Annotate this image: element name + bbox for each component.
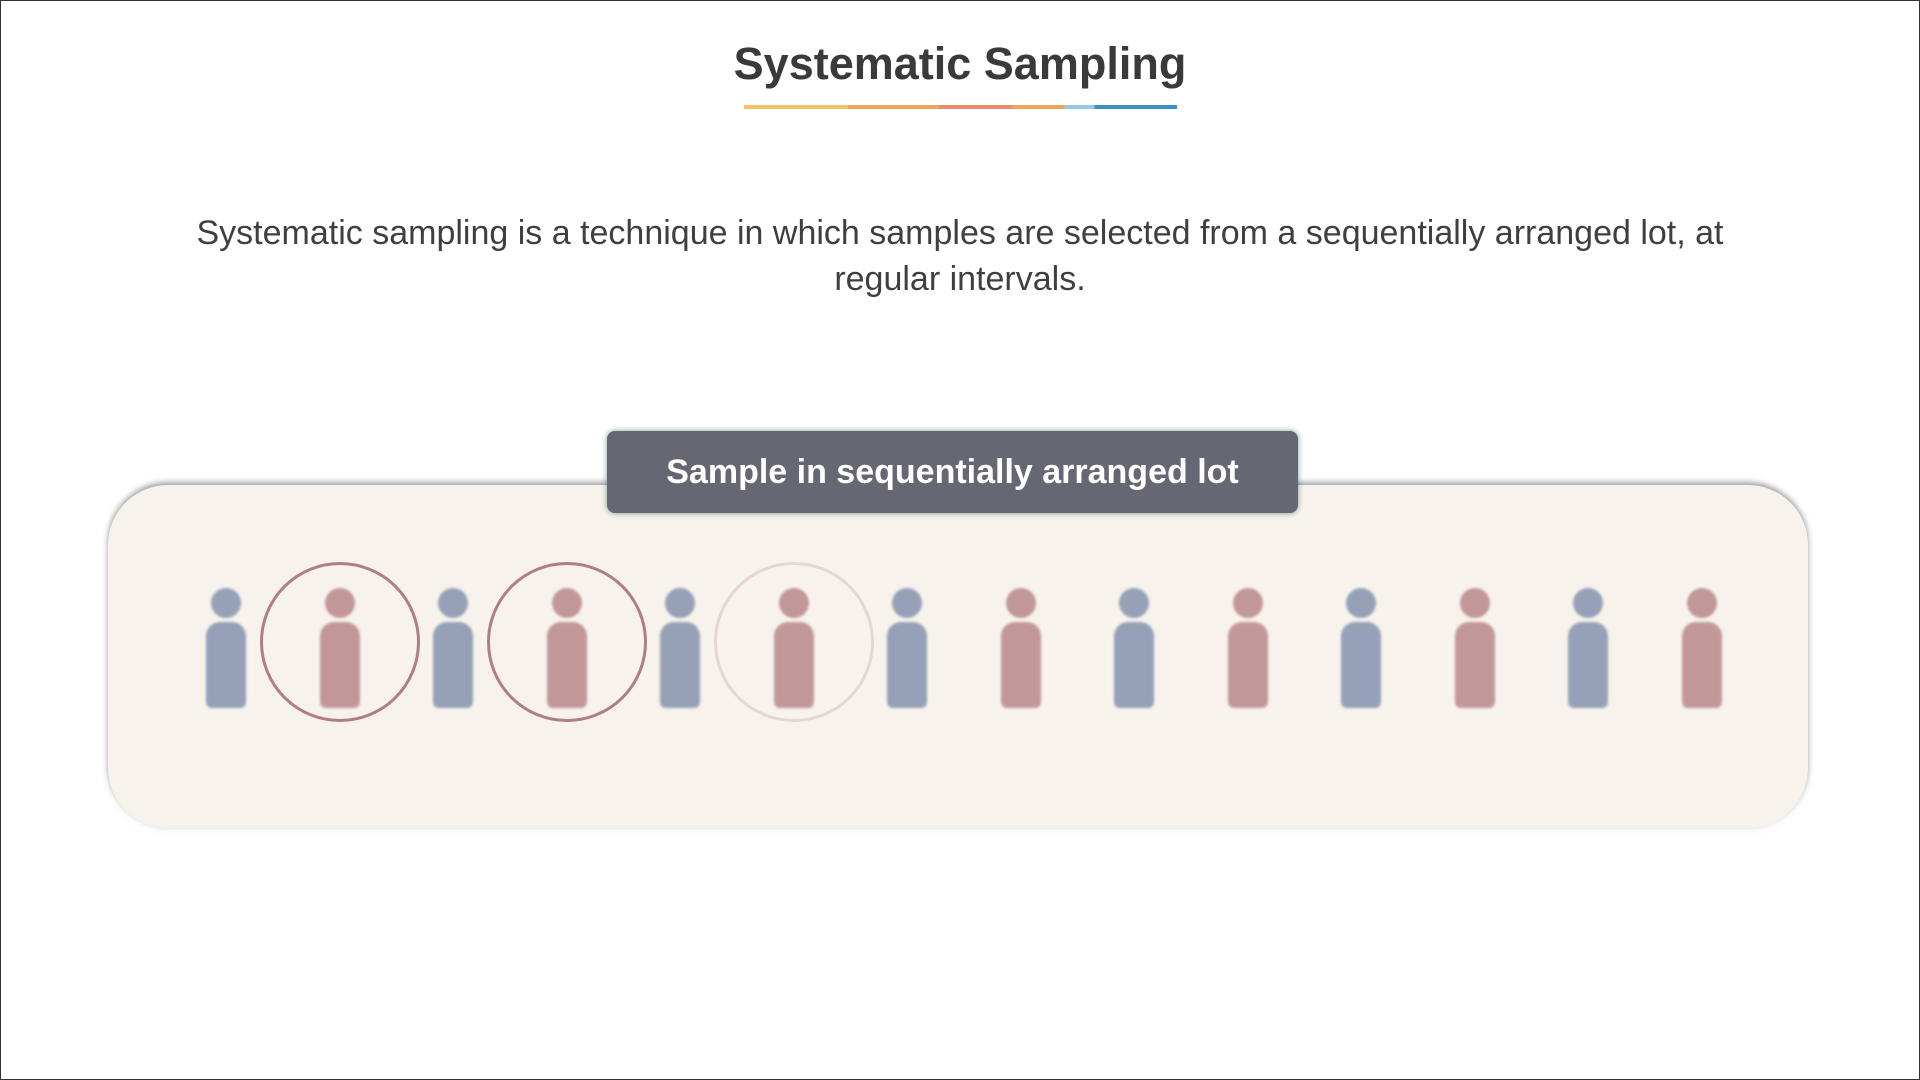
title-underline <box>744 105 1177 109</box>
lot-panel <box>108 485 1808 828</box>
lot-panel-label: Sample in sequentially arranged lot <box>607 431 1298 513</box>
slide-description: Systematic sampling is a technique in wh… <box>196 214 1724 298</box>
slide-title: Systematic Sampling <box>733 38 1187 89</box>
